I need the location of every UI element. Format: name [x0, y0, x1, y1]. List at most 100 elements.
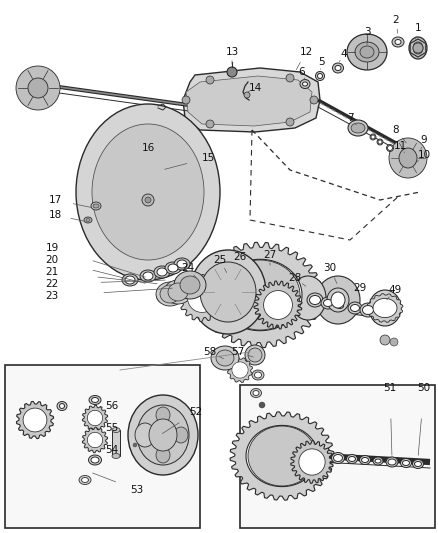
Ellipse shape: [336, 303, 343, 309]
Ellipse shape: [387, 459, 395, 465]
Text: 30: 30: [323, 263, 336, 273]
Ellipse shape: [125, 276, 135, 284]
Text: 19: 19: [45, 243, 59, 253]
Ellipse shape: [76, 104, 219, 280]
Ellipse shape: [391, 37, 403, 47]
Polygon shape: [366, 294, 402, 322]
Ellipse shape: [135, 423, 155, 447]
Text: 11: 11: [392, 141, 406, 151]
Ellipse shape: [348, 456, 355, 462]
Ellipse shape: [333, 301, 345, 311]
Text: 55: 55: [105, 423, 118, 433]
Text: 25: 25: [213, 255, 226, 265]
Text: 20: 20: [46, 255, 58, 265]
Polygon shape: [187, 284, 216, 312]
Polygon shape: [298, 449, 325, 475]
Text: 15: 15: [201, 153, 214, 163]
Text: 10: 10: [417, 150, 430, 160]
Ellipse shape: [92, 124, 204, 260]
Circle shape: [205, 120, 213, 128]
Ellipse shape: [334, 66, 340, 70]
Text: 28: 28: [288, 273, 301, 283]
Ellipse shape: [395, 145, 419, 171]
Polygon shape: [23, 408, 47, 432]
Text: 23: 23: [45, 291, 59, 301]
Ellipse shape: [376, 139, 382, 145]
Polygon shape: [263, 290, 292, 319]
Ellipse shape: [165, 262, 180, 274]
Polygon shape: [218, 259, 301, 330]
Ellipse shape: [315, 71, 324, 80]
Ellipse shape: [247, 348, 261, 362]
Bar: [5, 365, 200, 528]
Ellipse shape: [377, 140, 381, 144]
Ellipse shape: [332, 63, 343, 73]
Ellipse shape: [323, 300, 332, 306]
Circle shape: [141, 194, 154, 206]
Ellipse shape: [394, 39, 400, 44]
Ellipse shape: [111, 148, 184, 236]
Ellipse shape: [347, 120, 367, 136]
Ellipse shape: [190, 250, 265, 334]
Text: 14: 14: [248, 83, 261, 93]
Ellipse shape: [28, 78, 48, 98]
Ellipse shape: [402, 461, 409, 465]
Polygon shape: [409, 39, 425, 57]
Ellipse shape: [388, 138, 426, 178]
Polygon shape: [372, 298, 396, 318]
Circle shape: [258, 402, 265, 408]
Ellipse shape: [215, 350, 233, 366]
Ellipse shape: [320, 297, 334, 309]
Circle shape: [182, 96, 190, 104]
Ellipse shape: [60, 403, 64, 408]
Polygon shape: [254, 281, 301, 329]
Polygon shape: [245, 425, 317, 487]
Ellipse shape: [24, 74, 52, 102]
Text: 53: 53: [130, 485, 143, 495]
Text: 29: 29: [353, 283, 366, 293]
Ellipse shape: [374, 459, 380, 463]
Text: 5: 5: [318, 57, 325, 67]
Text: 17: 17: [48, 195, 61, 205]
Text: 12: 12: [299, 47, 312, 57]
Text: 21: 21: [45, 267, 59, 277]
Ellipse shape: [374, 306, 388, 318]
Ellipse shape: [250, 389, 261, 398]
Circle shape: [389, 338, 397, 346]
Circle shape: [285, 118, 293, 126]
Text: 24: 24: [181, 263, 194, 273]
Ellipse shape: [140, 270, 155, 282]
Ellipse shape: [412, 43, 422, 53]
Ellipse shape: [360, 457, 367, 463]
Ellipse shape: [254, 372, 261, 378]
Text: 27: 27: [263, 250, 276, 260]
Ellipse shape: [173, 271, 205, 299]
Ellipse shape: [346, 455, 357, 464]
Text: 16: 16: [141, 143, 154, 153]
Ellipse shape: [347, 302, 361, 314]
Ellipse shape: [79, 475, 91, 484]
Ellipse shape: [385, 144, 392, 151]
Ellipse shape: [16, 66, 60, 110]
Circle shape: [226, 67, 237, 77]
Ellipse shape: [128, 395, 198, 475]
Polygon shape: [290, 441, 332, 483]
Ellipse shape: [112, 427, 120, 432]
Polygon shape: [231, 362, 247, 378]
Circle shape: [309, 96, 317, 104]
Bar: [112, 430, 120, 456]
Ellipse shape: [84, 217, 92, 223]
Circle shape: [145, 197, 151, 203]
Polygon shape: [82, 405, 107, 431]
Text: 4: 4: [340, 49, 346, 59]
Ellipse shape: [154, 266, 170, 278]
Text: 26: 26: [233, 252, 246, 262]
Ellipse shape: [198, 279, 211, 289]
Ellipse shape: [290, 276, 325, 320]
Text: 18: 18: [48, 210, 61, 220]
Ellipse shape: [180, 276, 200, 294]
Ellipse shape: [299, 79, 309, 88]
Circle shape: [285, 74, 293, 82]
Ellipse shape: [177, 260, 187, 268]
Circle shape: [244, 92, 249, 98]
